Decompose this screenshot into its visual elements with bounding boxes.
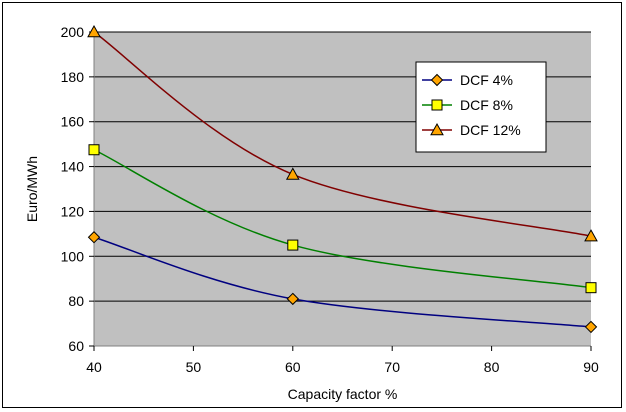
data-point [584,320,598,334]
tick-labels: 60 80 100 120 140 160 180 200 40 50 60 70 80 90 [61,24,599,375]
legend-label: DCF 8% [460,97,513,113]
legend: DCF 4% DCF 8% DCF 12% [415,61,547,153]
x-tick-label: 80 [484,359,500,375]
y-axis-title: Euro/MWh [24,156,40,222]
x-tick-label: 60 [285,359,301,375]
data-point [87,24,101,38]
x-tick-label: 50 [186,359,202,375]
legend-label: DCF 4% [460,72,513,88]
x-tick-label: 40 [86,359,102,375]
legend-marker [430,122,444,136]
legend-item: DCF 12% [422,122,521,138]
data-point [286,292,300,306]
data-point [285,167,300,180]
legend-items: DCF 4% DCF 8% DCF 12% [422,72,521,138]
data-point [585,282,597,294]
y-tick-label: 100 [61,248,85,264]
data-point [87,231,101,244]
series-layer [87,24,598,334]
y-tick-label: 60 [68,338,84,354]
data-point [88,144,100,156]
y-tick-label: 120 [61,203,85,219]
series-1 [87,231,598,334]
y-tick-label: 160 [61,114,85,130]
series-line [93,149,592,289]
y-tick-label: 180 [61,69,85,85]
series-line [93,236,592,328]
data-point [584,229,598,242]
y-tick-label: 200 [61,24,85,40]
series-2 [88,144,597,294]
y-tick-label: 80 [68,293,84,309]
y-tick-label: 140 [61,159,85,175]
data-point [287,239,299,251]
legend-marker [430,73,444,87]
legend-marker [431,99,443,111]
legend-item: DCF 8% [422,97,513,113]
x-tick-label: 70 [384,359,400,375]
legend-item: DCF 4% [422,72,513,88]
series-3 [87,24,598,242]
axes [93,32,591,347]
x-tick-label: 90 [583,359,599,375]
x-axis-title: Capacity factor % [288,386,398,402]
legend-label: DCF 12% [460,122,521,138]
